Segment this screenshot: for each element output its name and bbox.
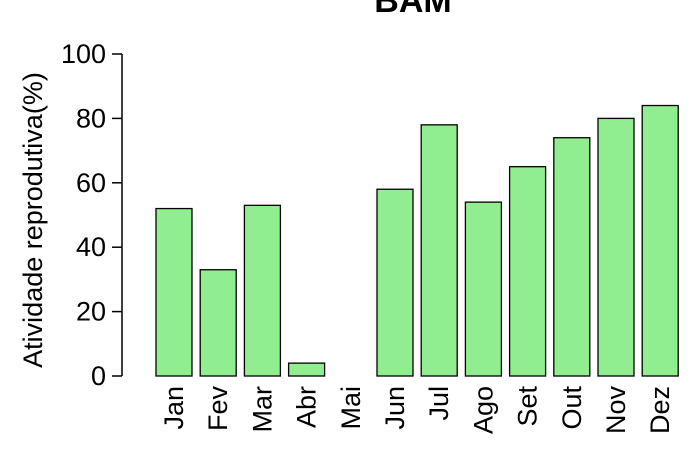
y-tick-label: 100 xyxy=(61,39,106,69)
y-tick-label: 20 xyxy=(76,297,106,327)
bar-out xyxy=(553,137,591,377)
bar-dez xyxy=(641,104,679,377)
x-tick-label: Mar xyxy=(247,386,277,433)
bar-mar xyxy=(243,204,282,377)
x-tick-label: Nov xyxy=(601,386,631,435)
y-tick-label: 0 xyxy=(91,361,106,391)
bar-jan xyxy=(155,207,193,377)
y-axis-label: Atividade reprodutiva(%) xyxy=(18,72,48,368)
x-tick-label: Ago xyxy=(468,386,498,434)
chart-title: BAM xyxy=(374,0,451,20)
x-tick-label: Fev xyxy=(203,386,233,432)
x-tick-label: Mai xyxy=(336,386,366,430)
y-tick-label: 80 xyxy=(76,103,106,133)
bar-ago xyxy=(464,201,503,377)
x-tick-label: Jul xyxy=(424,386,454,421)
y-tick-label: 40 xyxy=(76,232,106,262)
x-tick-label: Abr xyxy=(292,386,322,428)
x-tick-label: Jan xyxy=(159,386,189,430)
bar-series xyxy=(155,104,679,377)
x-tick-label: Set xyxy=(513,386,543,427)
bar-abr xyxy=(287,362,326,377)
bar-jul xyxy=(420,124,458,377)
y-tick-label: 60 xyxy=(76,168,106,198)
x-axis-labels: Jan Fev Mar Abr Mai Jun Jul Ago Set Out Nov Dez xyxy=(159,386,675,435)
x-tick-label: Dez xyxy=(645,386,675,434)
x-tick-label: Jun xyxy=(380,386,410,430)
bar-set xyxy=(508,166,547,377)
bar-jun xyxy=(376,188,414,377)
y-axis-ticks: 0 20 40 60 80 100 xyxy=(61,39,122,391)
bar-fev xyxy=(199,269,237,377)
x-tick-label: Out xyxy=(557,386,587,430)
bar-nov xyxy=(597,117,635,377)
